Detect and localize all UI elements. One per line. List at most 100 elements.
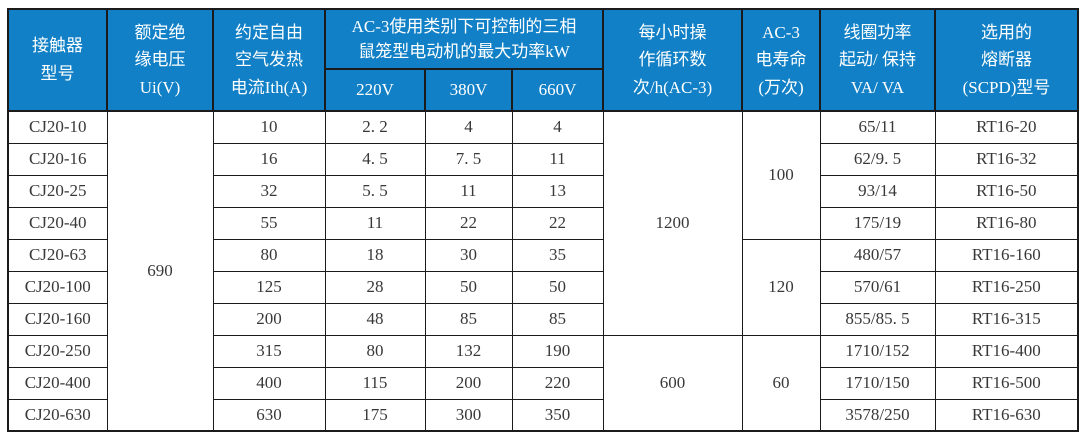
cell-kw220: 175 xyxy=(324,398,426,432)
cell-model: CJ20-16 xyxy=(7,142,108,176)
cell-model: CJ20-63 xyxy=(7,238,108,272)
header-coil-power: 线圈功率 起动/ 保持 VA/ VA xyxy=(819,8,937,112)
cell-model: CJ20-100 xyxy=(7,270,108,304)
table-row: CJ20-250 315 80 132 190 600 60 1710/152 … xyxy=(7,334,1079,432)
header-thermal-current: 约定自由 空气发热 电流Ith(A) xyxy=(212,8,326,112)
cell-model: CJ20-630 xyxy=(7,398,108,432)
cell-kw660: 220 xyxy=(511,366,604,400)
cell-kw380: 7. 5 xyxy=(424,142,513,176)
cell-coil: 3578/250 xyxy=(819,398,936,432)
cell-ith: 315 xyxy=(212,334,326,368)
cell-ith: 400 xyxy=(212,366,326,400)
header-380v: 380V xyxy=(424,68,513,112)
header-220v: 220V xyxy=(324,68,426,112)
cell-fuse: RT16-50 xyxy=(934,174,1079,208)
cell-kw660: 22 xyxy=(511,206,604,240)
cell-kw220: 11 xyxy=(324,206,426,240)
cell-kw380: 50 xyxy=(424,270,513,304)
cell-insulation-voltage: 690 xyxy=(106,110,214,432)
cell-kw380: 132 xyxy=(424,334,513,368)
cell-kw380: 11 xyxy=(424,174,513,208)
cell-kw380: 30 xyxy=(424,238,513,272)
table-body: CJ20-10 690 10 2. 2 4 4 1200 100 65/11 R… xyxy=(7,110,1079,432)
cell-coil: 570/61 xyxy=(819,270,936,304)
cell-ith: 55 xyxy=(212,206,326,240)
table-row: CJ20-40 55 11 22 22 175/19 RT16-80 xyxy=(7,206,1079,240)
cell-model: CJ20-40 xyxy=(7,206,108,240)
cell-kw220: 18 xyxy=(324,238,426,272)
cell-ith: 200 xyxy=(212,302,326,336)
header-cycles: 每小时操 作循环数 次/h(AC-3) xyxy=(602,8,744,112)
cell-kw220: 28 xyxy=(324,270,426,304)
cell-coil: 93/14 xyxy=(819,174,936,208)
cell-coil: 480/57 xyxy=(819,238,936,272)
cell-model: CJ20-10 xyxy=(7,110,108,144)
cell-coil: 855/85. 5 xyxy=(819,302,936,336)
cell-kw380: 22 xyxy=(424,206,513,240)
cell-kw380: 4 xyxy=(424,110,513,144)
cell-ith: 10 xyxy=(212,110,326,144)
cell-model: CJ20-160 xyxy=(7,302,108,336)
cell-kw660: 11 xyxy=(511,142,604,176)
cell-model: CJ20-250 xyxy=(7,334,108,368)
cell-kw220: 115 xyxy=(324,366,426,400)
cell-kw380: 300 xyxy=(424,398,513,432)
cell-kw660: 85 xyxy=(511,302,604,336)
cell-life: 100 xyxy=(741,110,821,240)
cell-life: 120 xyxy=(741,238,821,336)
cell-kw380: 200 xyxy=(424,366,513,400)
cell-life: 60 xyxy=(741,334,821,432)
cell-fuse: RT16-500 xyxy=(934,366,1079,400)
header-life: AC-3 电寿命 (万次) xyxy=(741,8,822,112)
cell-model: CJ20-25 xyxy=(7,174,108,208)
table-row: CJ20-400 400 115 200 220 1710/150 RT16-5… xyxy=(7,366,1079,400)
cell-fuse: RT16-315 xyxy=(934,302,1079,336)
cell-fuse: RT16-400 xyxy=(934,334,1079,368)
table-row: CJ20-10 690 10 2. 2 4 4 1200 100 65/11 R… xyxy=(7,110,1079,432)
cell-ith: 32 xyxy=(212,174,326,208)
cell-model: CJ20-400 xyxy=(7,366,108,400)
cell-kw380: 85 xyxy=(424,302,513,336)
header-fuse: 选用的 熔断器 (SCPD)型号 xyxy=(934,8,1080,112)
cell-kw660: 350 xyxy=(511,398,604,432)
cell-kw220: 2. 2 xyxy=(324,110,426,144)
cell-kw220: 80 xyxy=(324,334,426,368)
cell-kw660: 190 xyxy=(511,334,604,368)
table-row: CJ20-16 16 4. 5 7. 5 11 62/9. 5 RT16-32 xyxy=(7,142,1079,176)
header-insulation-voltage: 额定绝 缘电压 Ui(V) xyxy=(106,8,214,112)
cell-coil: 65/11 xyxy=(819,110,936,144)
cell-coil: 62/9. 5 xyxy=(819,142,936,176)
cell-kw220: 4. 5 xyxy=(324,142,426,176)
table-header: 接触器 型号 额定绝 缘电压 Ui(V) 约定自由 空气发热 电流Ith(A) … xyxy=(7,8,1080,112)
cell-kw660: 50 xyxy=(511,270,604,304)
cell-kw660: 13 xyxy=(511,174,604,208)
cell-kw660: 35 xyxy=(511,238,604,272)
contactor-spec-table: 接触器 型号 额定绝 缘电压 Ui(V) 约定自由 空气发热 电流Ith(A) … xyxy=(7,8,1080,432)
header-row-1: 接触器 型号 额定绝 缘电压 Ui(V) 约定自由 空气发热 电流Ith(A) … xyxy=(7,8,1080,112)
header-power-group: AC-3使用类别下可控制的三相 鼠笼型电动机的最大功率kW xyxy=(323,8,605,70)
cell-ith: 125 xyxy=(212,270,326,304)
table-row: CJ20-630 630 175 300 350 3578/250 RT16-6… xyxy=(7,398,1079,432)
cell-fuse: RT16-250 xyxy=(934,270,1079,304)
cell-fuse: RT16-630 xyxy=(934,398,1079,432)
cell-coil: 1710/150 xyxy=(819,366,936,400)
header-row-2: 220V 380V 660V xyxy=(8,68,1078,112)
table-row: CJ20-100 125 28 50 50 570/61 RT16-250 xyxy=(7,270,1079,304)
cell-kw660: 4 xyxy=(511,110,604,144)
cell-fuse: RT16-32 xyxy=(934,142,1079,176)
cell-kw220: 5. 5 xyxy=(324,174,426,208)
header-660v: 660V xyxy=(510,68,605,112)
cell-ith: 630 xyxy=(212,398,326,432)
cell-coil: 175/19 xyxy=(819,206,936,240)
cell-fuse: RT16-20 xyxy=(934,110,1079,144)
cell-coil: 1710/152 xyxy=(819,334,936,368)
cell-fuse: RT16-160 xyxy=(934,238,1079,272)
cell-cycles: 1200 xyxy=(602,110,743,336)
cell-kw220: 48 xyxy=(324,302,426,336)
cell-ith: 16 xyxy=(212,142,326,176)
cell-fuse: RT16-80 xyxy=(934,206,1079,240)
header-model: 接触器 型号 xyxy=(7,8,108,112)
table-row: CJ20-25 32 5. 5 11 13 93/14 RT16-50 xyxy=(7,174,1079,208)
cell-ith: 80 xyxy=(212,238,326,272)
